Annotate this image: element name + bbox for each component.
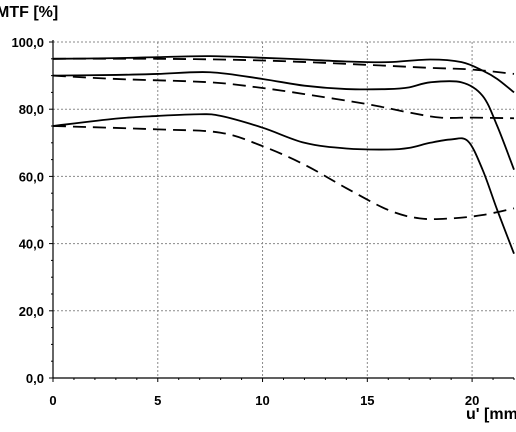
y-tick-label: 40,0 (19, 237, 44, 252)
axes (49, 40, 515, 382)
tick-labels: 0,0 20,0 40,0 60,0 80,0 100,0 0 5 10 15 20 (11, 35, 479, 408)
x-tick-label: 5 (154, 393, 161, 408)
x-axis-title: u' [mm] (466, 406, 516, 423)
solid-series-line (52, 71, 515, 171)
dashed-series-line (52, 57, 515, 75)
x-tick-label: 15 (360, 393, 374, 408)
y-tick-label: 0,0 (26, 371, 44, 386)
y-tick-label: 20,0 (19, 304, 44, 319)
x-tick-label: 0 (49, 393, 56, 408)
y-tick-label: 100,0 (11, 35, 44, 50)
dashed-series-line (52, 125, 515, 221)
dashed-series-line (52, 74, 515, 120)
y-axis-title: MTF [%] (0, 4, 59, 21)
series-lines (52, 55, 515, 255)
y-tick-label: 60,0 (19, 169, 44, 184)
x-tick-label: 20 (465, 393, 479, 408)
x-tick-label: 10 (255, 393, 269, 408)
y-tick-label: 80,0 (19, 102, 44, 117)
solid-series-line (52, 113, 515, 255)
grid-lines (53, 41, 514, 378)
